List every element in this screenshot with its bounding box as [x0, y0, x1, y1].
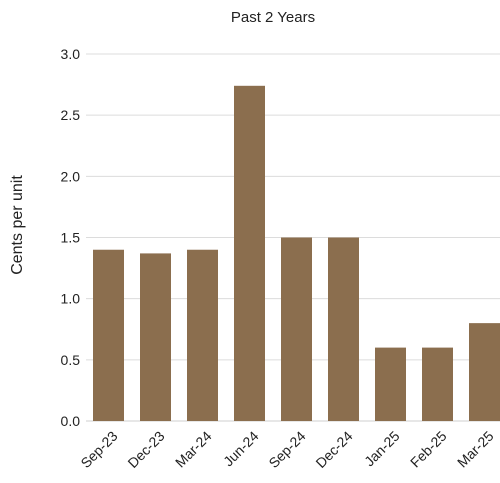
x-tick-label: Feb-25 — [407, 428, 450, 471]
y-tick-label: 3.0 — [61, 46, 81, 62]
y-axis-label: Cents per unit — [9, 175, 26, 275]
x-tick-label: Jan-25 — [361, 428, 403, 470]
x-tick-label: Dec-24 — [312, 428, 355, 471]
x-axis-ticks: Sep-23 Dec-23 Mar-24 Jun-24 Sep-24 Dec-24 Jan-… — [77, 428, 496, 471]
y-axis-ticks: 0.0 0.5 1.0 1.5 2.0 2.5 3.0 — [61, 46, 81, 429]
bar-dec-24 — [328, 237, 359, 421]
y-tick-label: 0.0 — [61, 413, 81, 429]
x-tick-label: Sep-23 — [77, 428, 120, 471]
bars — [93, 85, 500, 421]
x-tick-label: Dec-23 — [124, 428, 167, 471]
x-tick-label: Sep-24 — [265, 428, 308, 471]
bar-sep-23 — [93, 249, 124, 421]
x-tick-label: Mar-24 — [172, 428, 215, 471]
bar-jan-25 — [375, 347, 406, 421]
bar-mar-24 — [187, 249, 218, 421]
y-tick-label: 1.0 — [61, 291, 81, 307]
bar-sep-24 — [281, 237, 312, 421]
y-tick-label: 0.5 — [61, 352, 81, 368]
y-tick-label: 2.5 — [61, 107, 81, 123]
y-tick-label: 1.5 — [61, 230, 81, 246]
x-tick-label: Jun-24 — [220, 428, 262, 470]
chart-title: Past 2 Years — [231, 9, 315, 26]
bar-dec-23 — [140, 253, 171, 421]
y-tick-label: 2.0 — [61, 168, 81, 184]
x-tick-label: Mar-25 — [454, 428, 497, 471]
bar-feb-25 — [422, 347, 453, 421]
bar-mar-25 — [469, 323, 500, 421]
bar-jun-24 — [234, 85, 265, 421]
